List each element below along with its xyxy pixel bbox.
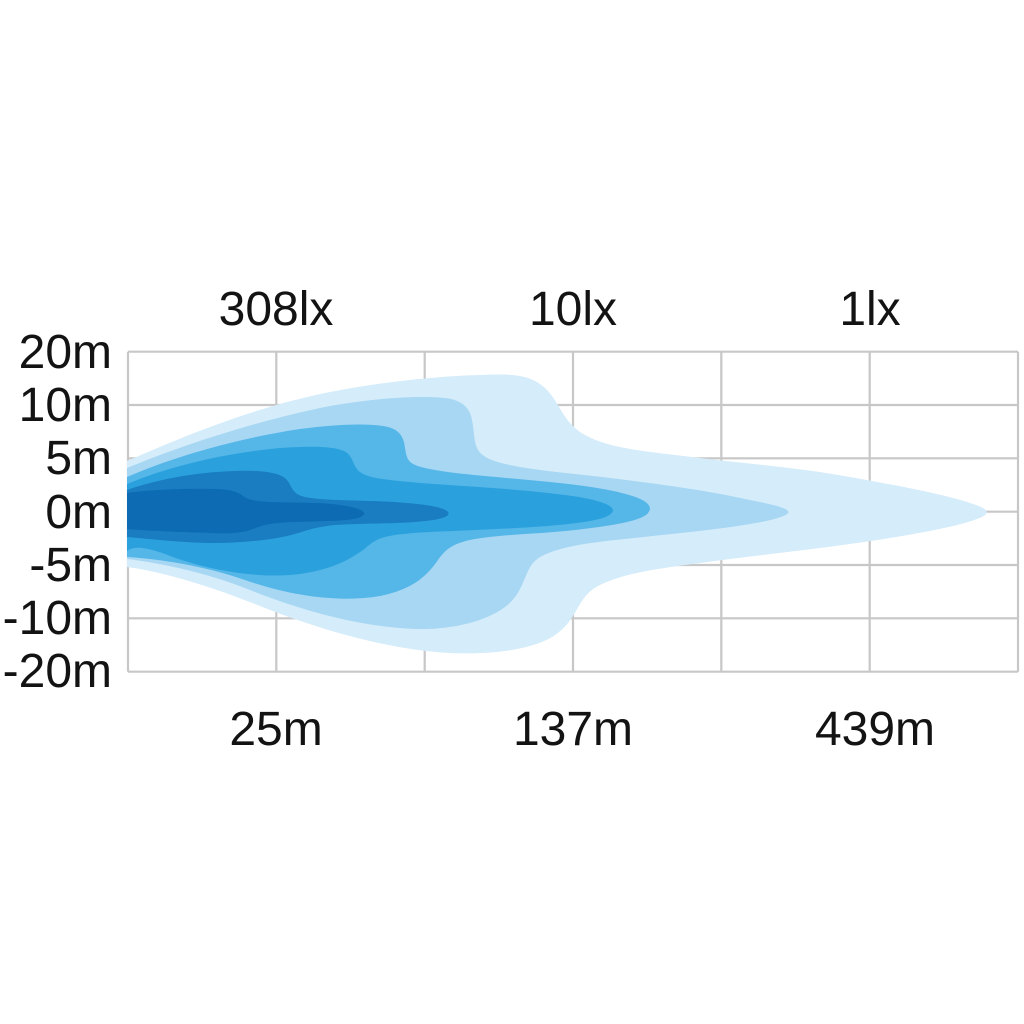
distance-tick-label: 25m bbox=[229, 703, 322, 756]
top-axis-lux-labels: 308lx 10lx 1lx bbox=[219, 283, 901, 336]
y-tick-label: 0m bbox=[45, 486, 112, 539]
y-tick-label: -10m bbox=[3, 592, 112, 645]
distance-tick-label: 439m bbox=[815, 703, 935, 756]
isolux-zone-core bbox=[127, 488, 365, 534]
y-tick-label: -5m bbox=[29, 539, 112, 592]
lux-tick-label: 10lx bbox=[529, 283, 617, 336]
y-tick-label: 20m bbox=[19, 326, 112, 379]
distance-tick-label: 137m bbox=[513, 703, 633, 756]
y-tick-label: 10m bbox=[19, 379, 112, 432]
y-tick-label: 5m bbox=[45, 432, 112, 485]
bottom-axis-distance-labels: 25m 137m 439m bbox=[229, 703, 935, 756]
beam-contours bbox=[127, 374, 987, 654]
axis-labels: 308lx 10lx 1lx 20m 10m 5m 0m -5m -10m -2… bbox=[3, 283, 935, 756]
lux-tick-label: 1lx bbox=[839, 283, 900, 336]
y-tick-label: -20m bbox=[3, 645, 112, 698]
lux-tick-label: 308lx bbox=[219, 283, 334, 336]
y-axis-metre-labels: 20m 10m 5m 0m -5m -10m -20m bbox=[3, 326, 112, 698]
